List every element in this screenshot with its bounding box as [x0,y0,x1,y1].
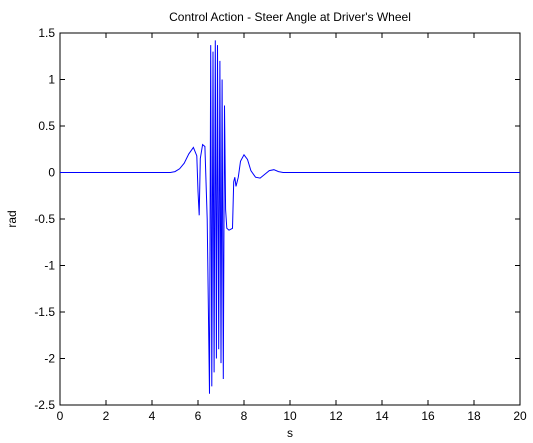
data-series-line [60,40,520,394]
chart-title: Control Action - Steer Angle at Driver's… [169,10,411,24]
x-tick-label: 14 [375,409,389,423]
x-tick-label: 16 [421,409,435,423]
y-tick-label: -1 [44,259,55,273]
axis-tick-labels: 0 2 4 6 8 10 12 14 16 18 20 -2.5 -2 -1.5 -1 -0.5 0 0.5 1 1.… [34,26,527,423]
x-tick-label: 6 [195,409,202,423]
y-tick-label: -1.5 [34,305,55,319]
x-tick-label: 8 [241,409,248,423]
y-axis-label: rad [5,210,19,227]
y-tick-label: -2.5 [34,398,55,412]
y-tick-label: -2 [44,352,55,366]
x-tick-label: 18 [467,409,481,423]
x-axis-label: s [287,426,293,440]
y-tick-label: 1 [48,73,55,87]
axis-ticks [59,32,521,406]
y-tick-label: -0.5 [34,212,55,226]
x-tick-label: 2 [103,409,110,423]
y-tick-label: 0.5 [38,119,55,133]
x-tick-label: 12 [329,409,343,423]
x-tick-label: 0 [57,409,64,423]
plot-area [59,32,521,406]
x-tick-label: 10 [283,409,297,423]
y-tick-label: 0 [48,166,55,180]
y-tick-label: 1.5 [38,26,55,40]
x-tick-label: 20 [513,409,527,423]
x-tick-label: 4 [149,409,156,423]
